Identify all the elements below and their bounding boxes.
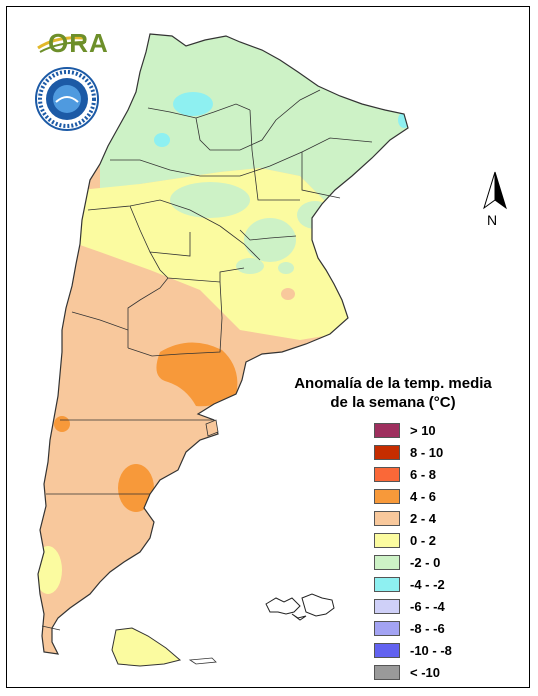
legend-swatch: [374, 444, 400, 460]
legend: > 10 8 - 10 6 - 8 4 - 6 2 - 4 0 - 2 -2 - 0 -4 -…: [374, 419, 514, 683]
legend-label: > 10: [410, 422, 436, 438]
north-arrow-icon: [483, 171, 507, 210]
legend-item: -2 - 0: [374, 551, 514, 573]
legend-title-line2: de la semana (°C): [330, 394, 456, 411]
legend-item: > 10: [374, 419, 514, 441]
legend-item: 0 - 2: [374, 529, 514, 551]
ora-logo-text: ORA: [48, 28, 109, 58]
legend-label: -6 - -4: [410, 598, 445, 614]
legend-swatch: [374, 620, 400, 636]
isla-de-los-estados: [188, 657, 217, 665]
legend-swatch: [374, 466, 400, 482]
legend-item: 2 - 4: [374, 507, 514, 529]
legend-label: -10 - -8: [410, 642, 452, 658]
smn-seal-icon: [35, 67, 99, 131]
legend-swatch: [374, 488, 400, 504]
legend-label: -8 - -6: [410, 620, 445, 636]
legend-swatch: [374, 532, 400, 548]
legend-item: -4 - -2: [374, 573, 514, 595]
country-outline: [37, 33, 409, 655]
north-label: N: [487, 212, 498, 228]
legend-item: < -10: [374, 661, 514, 683]
tierra-del-fuego: [111, 627, 182, 667]
legend-item: 8 - 10: [374, 441, 514, 463]
legend-swatch: [374, 422, 400, 438]
legend-item: 4 - 6: [374, 485, 514, 507]
legend-item: -10 - -8: [374, 639, 514, 661]
legend-item: -6 - -4: [374, 595, 514, 617]
legend-label: 6 - 8: [410, 466, 437, 482]
legend-label: 8 - 10: [410, 444, 444, 460]
legend-swatch: [374, 510, 400, 526]
legend-label: 0 - 2: [410, 532, 437, 548]
legend-swatch: [374, 576, 400, 592]
legend-item: 6 - 8: [374, 463, 514, 485]
legend-label: -2 - 0: [410, 554, 441, 570]
legend-title: Anomalía de la temp. media de la semana …: [290, 374, 496, 412]
legend-swatch: [374, 642, 400, 658]
legend-item: -8 - -6: [374, 617, 514, 639]
legend-swatch: [374, 554, 400, 570]
ora-logo-swoosh: [37, 36, 87, 53]
province-borders: [41, 89, 373, 631]
legend-title-line1: Anomalía de la temp. media: [294, 375, 492, 392]
legend-label: 4 - 6: [410, 488, 437, 504]
legend-label: -4 - -2: [410, 576, 445, 592]
legend-swatch: [374, 664, 400, 680]
legend-label: 2 - 4: [410, 510, 437, 526]
legend-swatch: [374, 598, 400, 614]
legend-label: < -10: [410, 664, 440, 680]
islas-malvinas: [265, 593, 335, 621]
